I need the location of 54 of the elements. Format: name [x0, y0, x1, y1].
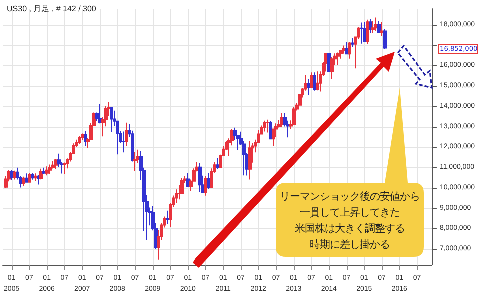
candlestick	[216, 158, 219, 170]
candlestick	[31, 172, 34, 180]
candlestick	[377, 20, 381, 34]
candlestick	[42, 167, 46, 175]
candlestick	[98, 103, 102, 124]
candlestick	[54, 158, 58, 170]
candlestick	[380, 22, 384, 37]
candlestick	[348, 42, 351, 60]
candlestick	[292, 106, 296, 126]
annotation: 一貫して上昇してきた	[300, 206, 400, 221]
candlestick	[266, 119, 269, 134]
candlestick	[316, 71, 319, 92]
candlestick	[110, 107, 113, 133]
candlestick	[363, 22, 366, 44]
candlestick	[248, 140, 252, 180]
candlestick	[369, 18, 372, 34]
candlestick	[186, 172, 190, 188]
candlestick	[81, 133, 84, 141]
candlestick	[166, 210, 169, 225]
chart-title: US30 , 月足 , # 142 / 300	[7, 4, 97, 14]
candlestick	[45, 166, 49, 176]
candlestick	[371, 20, 375, 34]
candlestick	[78, 136, 81, 145]
candlestick	[63, 162, 66, 175]
candlestick	[269, 120, 272, 140]
candlestick	[204, 176, 207, 196]
candlestick	[207, 172, 210, 190]
candlestick	[336, 52, 340, 66]
candlestick	[313, 72, 316, 92]
candlestick	[198, 162, 202, 194]
candlestick	[122, 131, 125, 154]
candlestick	[330, 57, 334, 80]
candlestick	[125, 122, 128, 146]
annotation: 時期に差し掛かる	[310, 238, 390, 253]
candlestick	[263, 120, 266, 132]
candlestick	[37, 174, 40, 186]
candlestick	[307, 78, 310, 96]
candlestick	[133, 152, 137, 172]
candlestick	[84, 130, 87, 148]
candlestick	[28, 172, 31, 183]
candlestick	[25, 173, 28, 183]
candlestick	[22, 176, 25, 187]
candlestick	[351, 38, 354, 48]
candlestick	[310, 72, 313, 88]
candlestick	[360, 22, 363, 44]
candlestick	[383, 28, 387, 50]
candlestick	[39, 168, 43, 180]
candlestick	[34, 173, 37, 182]
candlestick	[175, 189, 178, 204]
candlestick	[48, 164, 52, 175]
annotation: 米国株は大きく調整する	[295, 222, 405, 237]
annotation: リーマンショック後の安値から	[280, 190, 420, 205]
candlestick	[366, 19, 369, 46]
candlestick	[374, 17, 378, 32]
